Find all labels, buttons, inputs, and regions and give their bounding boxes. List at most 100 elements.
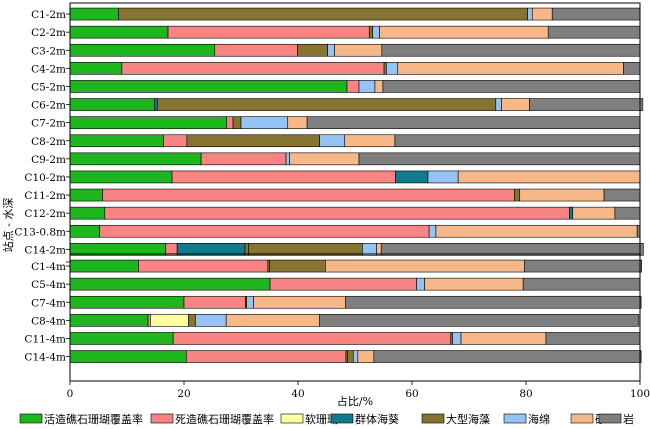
bar-segment-C8-4m-1 bbox=[147, 314, 151, 327]
legend-swatch bbox=[19, 413, 43, 424]
y-tick-label: C8-2m bbox=[31, 136, 66, 148]
legend-swatch bbox=[503, 413, 527, 424]
bar-segment-C11-2m-1 bbox=[102, 188, 515, 202]
bar-segment-C10-2m-5 bbox=[427, 170, 459, 184]
bar-segment-C5-2m-5 bbox=[358, 80, 376, 93]
bar-segment-C14-2m-7 bbox=[380, 243, 644, 256]
bar-segment-C5-4m-5 bbox=[416, 277, 425, 291]
bar-segment-C9-2m-5 bbox=[285, 152, 290, 166]
y-tick-label: C1-4m bbox=[31, 261, 66, 273]
bar-segment-C1-4m-6 bbox=[325, 259, 525, 273]
bar-segment-C13-0.8m-1 bbox=[99, 224, 430, 238]
bar-segment-C11-2m-6 bbox=[519, 188, 605, 202]
legend-label: 群体海葵 bbox=[355, 412, 399, 426]
bar-segment-C1-2m-5 bbox=[527, 7, 533, 21]
bar-segment-C5-2m-6 bbox=[374, 80, 384, 93]
legend-label: 海绵 bbox=[528, 412, 550, 426]
bar-segment-C14-4m-6 bbox=[357, 350, 375, 363]
bar-segment-C11-2m-0 bbox=[69, 188, 103, 202]
y-axis-label: 站点 - 水深 bbox=[1, 198, 15, 253]
bar-segment-C14-4m-7 bbox=[373, 350, 642, 363]
plot-border bbox=[69, 2, 641, 382]
bar-segment-C8-4m-0 bbox=[69, 314, 149, 327]
bar-segment-C7-2m-7 bbox=[306, 116, 641, 129]
bar-segment-C2-2m-0 bbox=[69, 25, 169, 39]
bar-segment-C12-2m-7 bbox=[614, 206, 641, 220]
bar-segment-C2-2m-6 bbox=[379, 25, 549, 39]
y-tick-label: C10-2m bbox=[24, 172, 66, 184]
bar-segment-C1-2m-extra-4 bbox=[118, 7, 529, 21]
bar-segment-C8-4m-extra-4 bbox=[188, 314, 196, 327]
bar-segment-C14-4m-5 bbox=[352, 350, 359, 363]
bar-segment-C8-2m-7 bbox=[394, 134, 641, 148]
bar-segment-C11-2m-7 bbox=[603, 188, 641, 202]
legend-swatch bbox=[280, 413, 304, 424]
y-tick-label: C8-4m bbox=[31, 315, 66, 327]
bar-segment-C3-2m-0 bbox=[69, 43, 216, 57]
legend-swatch bbox=[330, 413, 354, 424]
bar-segment-C12-2m-0 bbox=[69, 206, 106, 220]
legend-swatch bbox=[598, 413, 622, 424]
legend-label: 活造礁石珊瑚覆盖率 bbox=[44, 412, 143, 426]
bar-segment-C7-4m-1 bbox=[183, 295, 246, 309]
y-tick-label: C4-2m bbox=[31, 63, 66, 75]
bar-segment-C2-2m-4 bbox=[368, 25, 373, 39]
bar-segment-C5-2m-1 bbox=[346, 80, 360, 93]
y-tick-label: C5-2m bbox=[31, 81, 66, 93]
bar-segment-C11-4m-1 bbox=[172, 332, 452, 345]
x-tick-label: 60 bbox=[405, 388, 418, 400]
bar-segment-C11-4m-7 bbox=[545, 332, 641, 345]
bar-segment-C8-4m-5 bbox=[195, 314, 227, 327]
bar-segment-C3-2m-extra-4 bbox=[297, 43, 328, 57]
x-tick-label: 0 bbox=[67, 388, 74, 400]
bar-segment-C12-2m-6 bbox=[572, 206, 616, 220]
bar-segment-C7-4m-6 bbox=[253, 295, 346, 309]
bar-segment-C8-2m-0 bbox=[69, 134, 164, 148]
bar-segment-C7-2m-6 bbox=[287, 116, 308, 129]
legend-label: 软珊瑚 bbox=[305, 412, 338, 426]
legend: 活造礁石珊瑚覆盖率死造礁石珊瑚覆盖率软珊瑚群体海葵大型海藻海绵砂岩 bbox=[19, 412, 634, 426]
bar-segment-C4-2m-6 bbox=[397, 62, 624, 75]
y-tick-label: C12-2m bbox=[24, 208, 66, 220]
bar-segment-C5-4m-6 bbox=[424, 277, 524, 291]
bar-segment-C6-2m-0 bbox=[69, 98, 155, 111]
bar-segment-C9-2m-1 bbox=[200, 152, 287, 166]
bar-segment-C1-4m-7 bbox=[523, 259, 643, 273]
bar-segment-C1-4m-0 bbox=[69, 259, 139, 273]
y-tick-label: C14-4m bbox=[24, 352, 66, 364]
bar-segment-C12-2m-1 bbox=[104, 206, 570, 220]
bar-segment-C5-4m-0 bbox=[69, 277, 271, 291]
bar-segment-C5-2m-7 bbox=[382, 80, 641, 93]
bar-segment-C7-4m-5 bbox=[246, 295, 254, 309]
bar-segment-C4-2m-7 bbox=[623, 62, 641, 75]
bar-segment-C11-4m-0 bbox=[69, 332, 174, 345]
bar-segment-C6-2m-7 bbox=[529, 98, 644, 111]
bar-segment-C1-4m-4 bbox=[269, 259, 326, 273]
bar-segment-C14-4m-0 bbox=[69, 350, 187, 363]
bar-segment-C5-4m-1 bbox=[269, 277, 417, 291]
legend-label: 岩 bbox=[623, 412, 634, 426]
bar-segment-C2-2m-1 bbox=[167, 25, 370, 39]
y-tick-label: C11-2m bbox=[24, 190, 66, 202]
x-tick-label: 40 bbox=[291, 388, 304, 400]
bar-segment-C4-2m-5 bbox=[386, 62, 399, 75]
y-tick-label: C6-2m bbox=[31, 100, 66, 112]
bars-layer bbox=[69, 7, 644, 363]
bar-segment-C7-2m-5 bbox=[240, 116, 289, 129]
y-tick-label: C2-2m bbox=[31, 27, 66, 39]
bar-segment-C8-2m-4 bbox=[186, 134, 320, 148]
bar-segment-C8-4m-2 bbox=[150, 314, 189, 327]
y-tick-label: C14-2m bbox=[24, 244, 66, 256]
bar-segment-C2-2m-5 bbox=[372, 25, 380, 39]
bar-segment-C5-4m-7 bbox=[522, 277, 641, 291]
bar-segment-C6-2m-extra-3 bbox=[154, 98, 158, 111]
bar-segment-C13-0.8m-6 bbox=[435, 224, 638, 238]
bar-segment-C9-2m-7 bbox=[358, 152, 641, 166]
bar-segment-C4-2m-extra-4 bbox=[383, 62, 387, 75]
bar-segment-C8-2m-6 bbox=[344, 134, 396, 148]
bar-segment-C11-4m-5 bbox=[452, 332, 462, 345]
y-tick-labels: C1-2m C2-2m C3-2m C4-2m C5-2m C6-2m C7-2m C8-2m… bbox=[14, 9, 70, 364]
bar-segment-C9-2m-6 bbox=[289, 152, 360, 166]
bar-segment-C3-2m-5 bbox=[327, 43, 335, 57]
